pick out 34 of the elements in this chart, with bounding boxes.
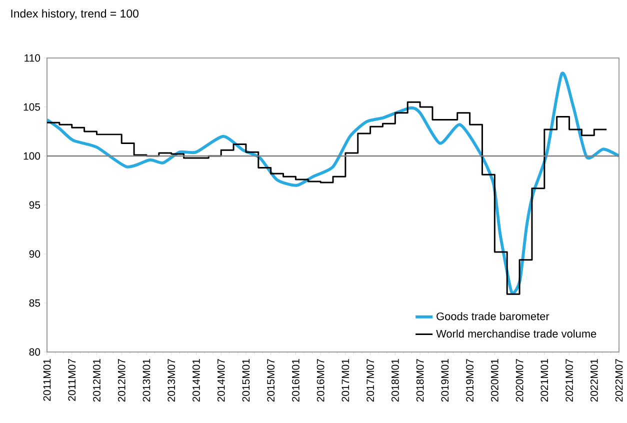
x-tick-label: 2017M07: [366, 359, 374, 402]
x-tick-label: 2021M07: [566, 359, 573, 402]
y-tick-label: 95: [29, 201, 40, 209]
x-tick-label: 2015M01: [242, 359, 250, 402]
x-tick-label: 2021M01: [540, 359, 548, 402]
x-tick-label: 2020M07: [516, 359, 524, 402]
y-tick-label: 110: [24, 54, 40, 62]
x-tick-label: 2014M01: [192, 359, 200, 402]
chart-title: Index history, trend = 100: [11, 9, 138, 20]
x-tick-label: 2017M01: [342, 359, 350, 402]
y-tick-label: 105: [24, 103, 40, 111]
x-tick-label: 2018M01: [391, 359, 399, 402]
y-tick-label: 90: [29, 250, 40, 258]
x-tick-label: 2016M07: [316, 359, 324, 402]
x-tick-label: 2013M01: [142, 359, 150, 402]
x-tick-label: 2019M07: [466, 359, 474, 402]
x-tick-label: 2013M07: [168, 359, 176, 402]
y-tick-label: 85: [29, 299, 40, 307]
x-tick-label: 2022M01: [590, 359, 598, 402]
x-tick-label: 2018M07: [416, 359, 424, 402]
x-tick-label: 2020M01: [490, 359, 498, 402]
x-tick-label: 2012M07: [118, 359, 126, 402]
legend-label: Goods trade barometer: [436, 312, 550, 320]
y-tick-label: 80: [29, 348, 40, 356]
x-tick-label: 2011M07: [68, 359, 76, 401]
x-tick-label: 2022M07: [615, 359, 623, 402]
x-tick-label: 2015M07: [267, 359, 275, 402]
legend-label: World merchandise trade volume: [436, 330, 596, 338]
x-tick-label: 2016M01: [292, 359, 300, 402]
x-tick-label: 2014M07: [217, 359, 225, 402]
x-tick-label: 2012M01: [93, 359, 100, 402]
y-tick-label: 100: [24, 152, 40, 160]
x-tick-label: 2011M01: [43, 359, 51, 401]
x-tick-label: 2019M01: [441, 359, 449, 402]
